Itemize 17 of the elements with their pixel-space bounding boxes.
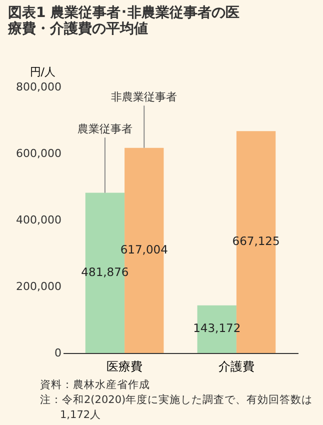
data-label: 617,004 xyxy=(120,242,168,256)
y-tick-label: 800,000 xyxy=(16,80,62,94)
chart-title: 図表1 農業従事者･非農業従事者の医療費・介護費の平均値 xyxy=(7,5,240,37)
data-label: 143,172 xyxy=(193,321,241,336)
y-tick-label: 0 xyxy=(54,346,62,360)
y-tick-label: 400,000 xyxy=(16,214,62,226)
y-tick-label: 200,000 xyxy=(16,280,62,293)
text: 非農業従事者 xyxy=(111,90,178,104)
text: 農業従事者 xyxy=(77,122,132,136)
x-tick-label: 医療費 xyxy=(106,360,143,374)
text: 資料：農林水産省作成 xyxy=(40,378,151,393)
x-tick-label: 介護費 xyxy=(218,360,254,374)
data-label: 667,125 xyxy=(232,234,280,248)
text: 注：令和2(2020)年度に実施した調査で、有効回答数は1,172人 xyxy=(40,393,314,424)
y-tick-label: 600,000 xyxy=(16,147,62,160)
data-label: 481,876 xyxy=(81,264,129,279)
y-axis-title: 円/人 xyxy=(30,66,56,78)
